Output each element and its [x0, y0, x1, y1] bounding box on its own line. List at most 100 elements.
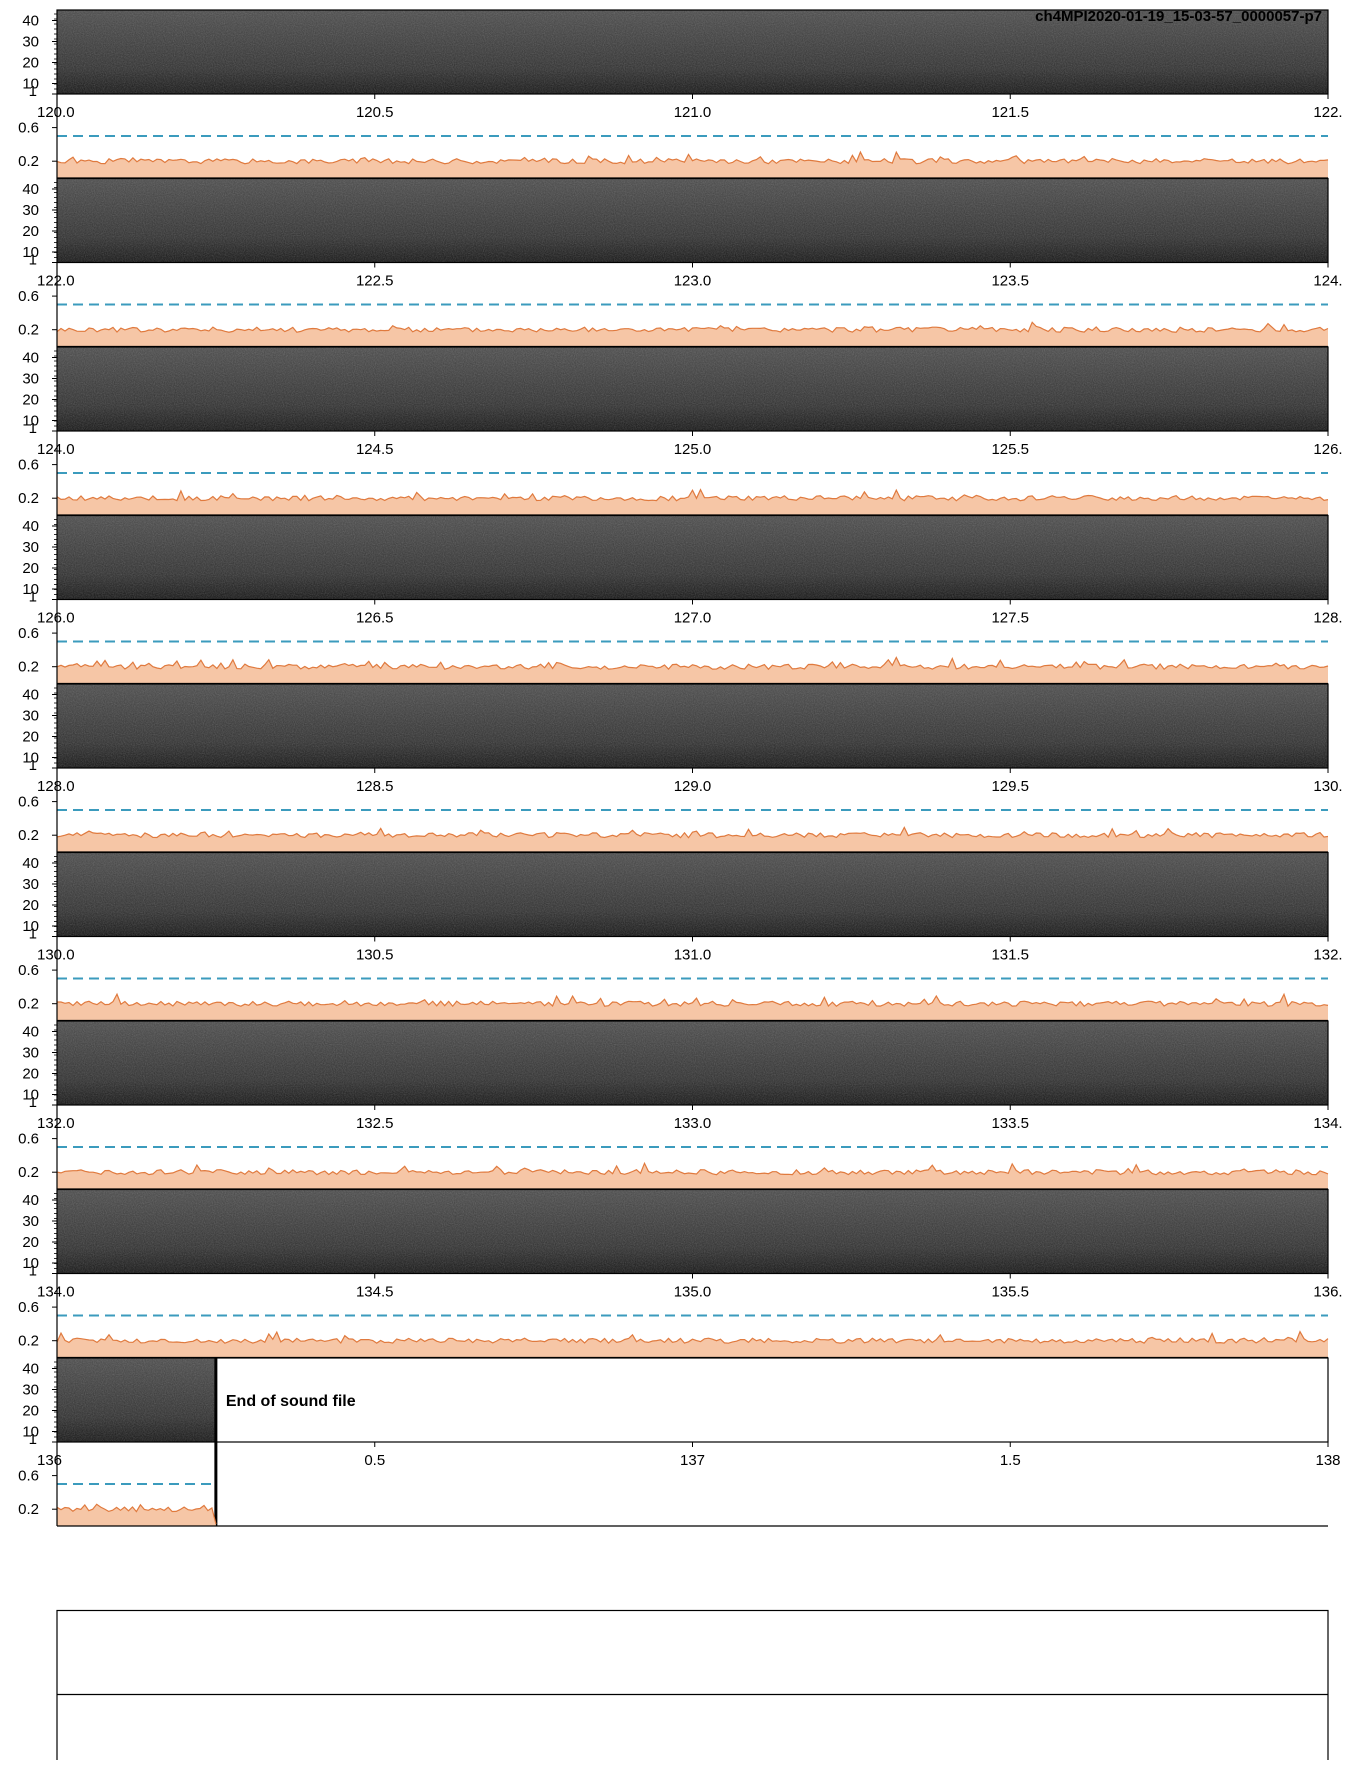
envelope-line	[56, 321, 1329, 333]
envelope-ytick-label: 0.2	[18, 1501, 39, 1518]
x-tick-label: 133.0	[674, 1115, 712, 1132]
spectrogram-ytick-label: 30	[22, 1213, 39, 1230]
x-tick-label: 125.0	[674, 441, 712, 458]
spectrogram-noise	[57, 1358, 216, 1442]
spectrogram-ytick-label: 10	[22, 413, 39, 430]
envelope-line	[56, 150, 1329, 165]
spectrogram-ytick-label: 30	[22, 1382, 39, 1399]
x-tick-label: 125.5	[991, 441, 1029, 458]
x-tick-label: 127.5	[991, 610, 1029, 627]
spectrogram-ytick-label: 10	[22, 1087, 39, 1104]
spectrogram-ytick-label: 40	[22, 1192, 39, 1209]
envelope-line	[56, 1161, 1329, 1176]
x-tick-label: 1.5	[1000, 1452, 1021, 1469]
spectrogram-noise	[57, 347, 1328, 431]
spectrogram-ytick-label: 40	[22, 518, 39, 535]
spectrogram-ytick-label: 20	[22, 560, 39, 577]
spectrogram-ytick-label: 10	[22, 244, 39, 261]
spectrogram-ytick-label: 40	[22, 855, 39, 872]
x-tick-label: 121.0	[674, 104, 712, 121]
spectrogram-ytick-label: 10	[22, 918, 39, 935]
x-tick-label: 130.0	[37, 947, 75, 964]
x-tick-label: 134.0	[37, 1284, 75, 1301]
x-tick-label: 134.	[1313, 1115, 1342, 1132]
x-tick-label: 137	[680, 1452, 705, 1469]
envelope-ytick-label: 0.2	[18, 827, 39, 844]
spectrogram-ytick-label: 30	[22, 876, 39, 893]
x-tick-label: 122.5	[356, 273, 394, 290]
envelope-ytick-label: 0.6	[18, 457, 39, 474]
x-tick-label: 135.5	[991, 1284, 1029, 1301]
envelope-area	[57, 1331, 1328, 1358]
envelope-ytick-label: 0.6	[18, 1468, 39, 1485]
x-tick-label: 123.5	[991, 273, 1029, 290]
envelope-area	[57, 1504, 216, 1526]
envelope-area	[57, 827, 1328, 852]
spectrogram-ytick-label: 20	[22, 392, 39, 409]
spectrogram-ytick-label: 10	[22, 76, 39, 93]
envelope-area	[57, 152, 1328, 178]
spectrogram-ytick-label: 30	[22, 371, 39, 388]
envelope-ytick-label: 0.2	[18, 1333, 39, 1350]
spectrogram-noise	[57, 10, 1328, 94]
envelope-ytick-label: 1	[29, 589, 37, 606]
envelope-ytick-label: 1	[29, 83, 37, 100]
spectrogram-ytick-label: 20	[22, 1403, 39, 1420]
envelope-ytick-label: 1	[29, 926, 37, 943]
x-tick-label: 130.5	[356, 947, 394, 964]
envelope-ytick-label: 0.2	[18, 153, 39, 170]
envelope-ytick-label: 0.6	[18, 962, 39, 979]
spectrogram-ytick-label: 10	[22, 750, 39, 767]
x-tick-label: 120.0	[37, 104, 75, 121]
spectrogram-ytick-label: 10	[22, 1424, 39, 1441]
envelope-ytick-label: 0.6	[18, 794, 39, 811]
envelope-ytick-label: 0.2	[18, 490, 39, 507]
x-tick-label: 122.	[1313, 104, 1342, 121]
envelope-line	[56, 656, 1329, 671]
spectrogram-noise	[57, 178, 1328, 263]
x-tick-label: 136	[37, 1452, 62, 1469]
x-tick-label: 132.0	[37, 1115, 75, 1132]
x-tick-label: 124.	[1313, 273, 1342, 290]
spectrogram-ytick-label: 10	[22, 1255, 39, 1272]
chart-row: 40 30 20 10 126.0 126.5 127.0 127.5 128. 1 0.6 0.2	[18, 514, 1343, 685]
envelope-ytick-label: 1	[29, 1094, 37, 1111]
envelope-ytick-label: 0.6	[18, 1131, 39, 1148]
x-tick-label: 133.5	[991, 1115, 1029, 1132]
spectrogram-ytick-label: 40	[22, 687, 39, 704]
envelope-line	[56, 1503, 217, 1525]
envelope-ytick-label: 0.2	[18, 322, 39, 339]
envelope-area	[57, 657, 1328, 684]
envelope-ytick-label: 0.6	[18, 625, 39, 642]
x-tick-label: 132.5	[356, 1115, 394, 1132]
x-tick-label: 122.0	[37, 273, 75, 290]
x-tick-label: 121.5	[991, 104, 1029, 121]
envelope-area	[57, 489, 1328, 515]
x-tick-label: 128.	[1313, 610, 1342, 627]
envelope-ytick-label: 1	[29, 252, 37, 269]
spectrogram-ytick-label: 40	[22, 181, 39, 198]
spectrogram-ytick-label: 40	[22, 13, 39, 30]
envelope-ytick-label: 1	[29, 1263, 37, 1280]
spectrogram-noise	[57, 515, 1328, 600]
envelope-ytick-label: 0.2	[18, 1164, 39, 1181]
envelope-ytick-label: 1	[29, 757, 37, 774]
envelope-ytick-label: 0.6	[18, 1299, 39, 1316]
x-tick-label: 123.0	[674, 273, 712, 290]
end-of-file-label: End of sound file	[226, 1393, 356, 1410]
empty-frame	[56, 1609, 1329, 1765]
x-tick-label: 127.0	[674, 610, 712, 627]
chart-row: End of sound file 40 30 20 10 136 0.5 137 1.5 138…	[18, 1357, 1341, 1527]
x-tick-label: 136.	[1313, 1284, 1342, 1301]
envelope-ytick-label: 0.6	[18, 288, 39, 305]
x-tick-label: 124.0	[37, 441, 75, 458]
chart-row: 40 30 20 10 124.0 124.5 125.0 125.5 126. 1 0.6 0.2	[18, 346, 1343, 516]
spectrogram-noise	[57, 684, 1328, 768]
x-tick-label: 132.	[1313, 947, 1342, 964]
envelope-line	[56, 826, 1329, 839]
spectrogram-ytick-label: 40	[22, 1024, 39, 1041]
spectrogram-ytick-label: 40	[22, 1361, 39, 1378]
x-tick-label: 124.5	[356, 441, 394, 458]
